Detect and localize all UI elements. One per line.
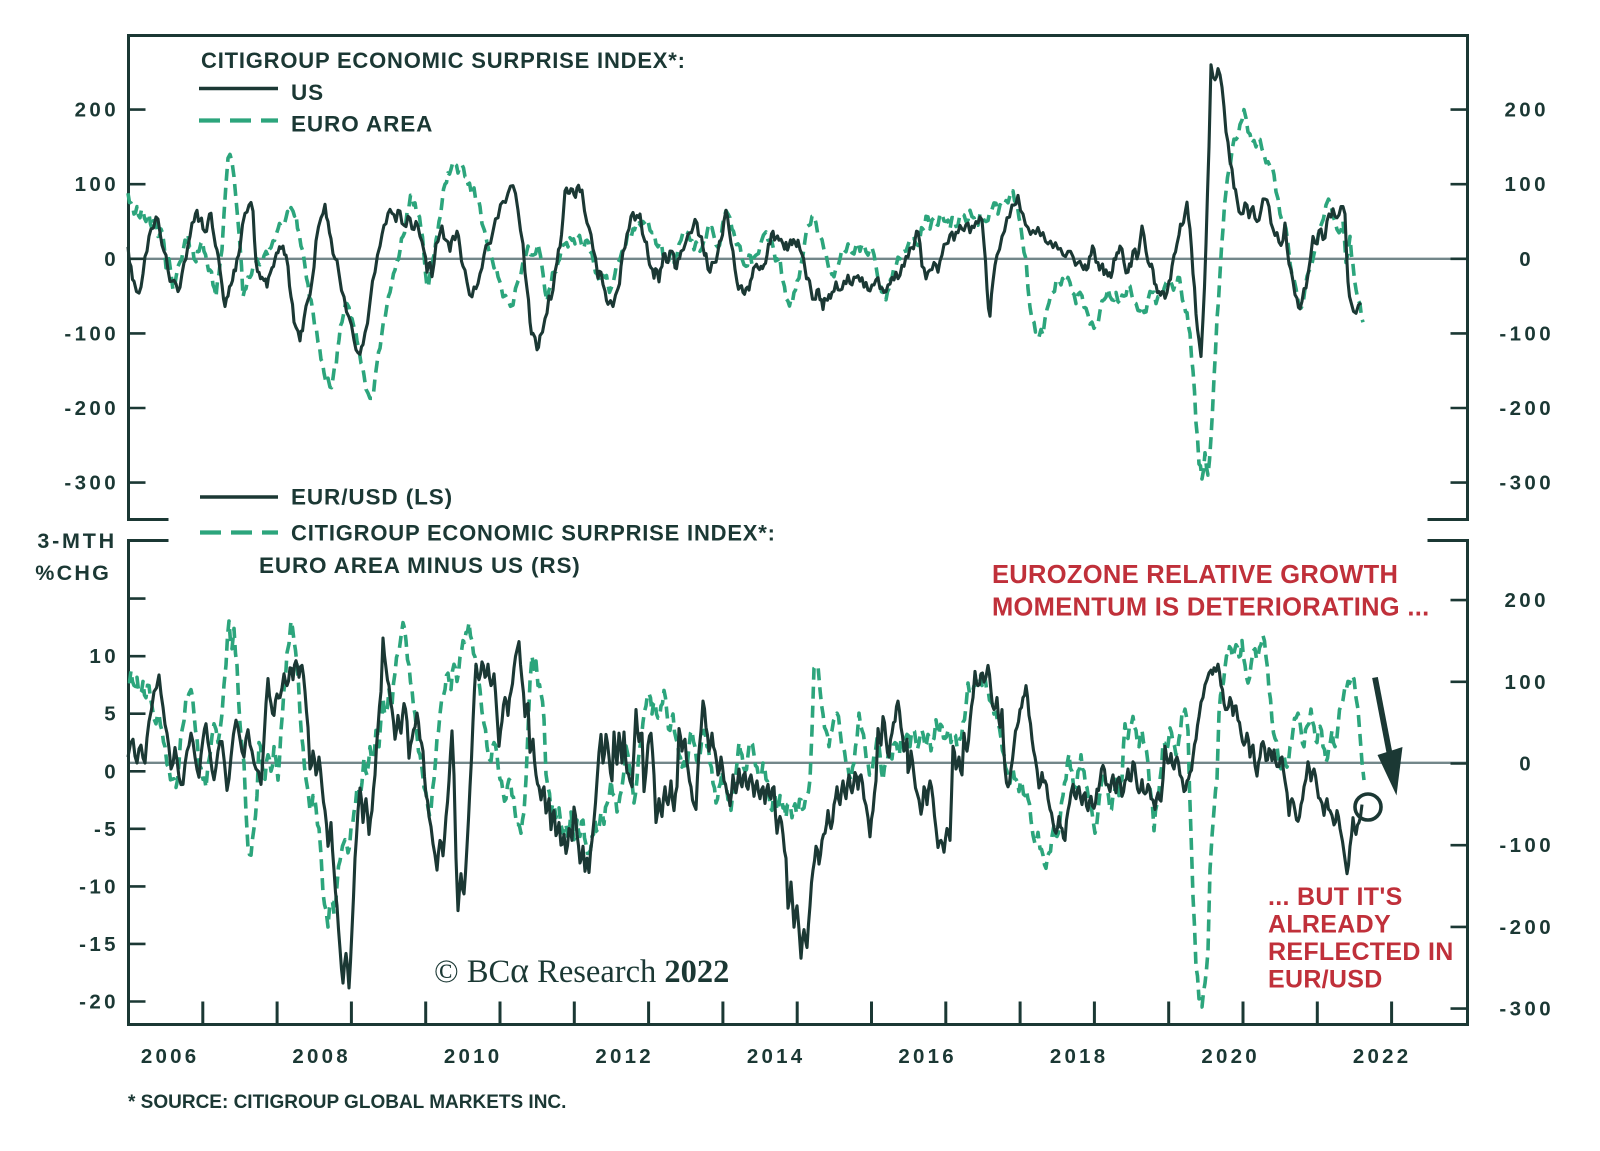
svg-text:2022: 2022 [1353, 1045, 1411, 1068]
svg-text:EURO AREA MINUS US (RS): EURO AREA MINUS US (RS) [259, 553, 581, 578]
svg-text:200: 200 [1504, 589, 1548, 612]
svg-text:100: 100 [75, 173, 119, 196]
svg-text:ALREADY: ALREADY [1268, 911, 1391, 939]
svg-text:CITIGROUP ECONOMIC SURPRISE IN: CITIGROUP ECONOMIC SURPRISE INDEX*: [201, 48, 686, 73]
svg-text:MOMENTUM IS DETERIORATING ...: MOMENTUM IS DETERIORATING ... [992, 594, 1429, 622]
svg-text:200: 200 [75, 99, 119, 122]
svg-text:2018: 2018 [1050, 1045, 1108, 1068]
svg-text:-15: -15 [79, 933, 119, 956]
svg-text:100: 100 [1504, 173, 1548, 196]
svg-text:2016: 2016 [898, 1045, 956, 1068]
svg-text:EUR/USD: EUR/USD [1268, 966, 1383, 994]
svg-text:CITIGROUP ECONOMIC SURPRISE IN: CITIGROUP ECONOMIC SURPRISE INDEX*: [291, 521, 776, 546]
svg-text:2008: 2008 [292, 1045, 350, 1068]
svg-text:2006: 2006 [141, 1045, 199, 1068]
svg-text:3-MTH: 3-MTH [37, 529, 117, 553]
svg-text:-200: -200 [64, 397, 119, 420]
svg-text:200: 200 [1504, 99, 1548, 122]
svg-text:-20: -20 [79, 991, 119, 1014]
svg-text:0: 0 [1519, 248, 1534, 271]
svg-text:2010: 2010 [444, 1045, 502, 1068]
svg-text:EUROZONE RELATIVE GROWTH: EUROZONE RELATIVE GROWTH [992, 561, 1398, 589]
svg-text:EURO AREA: EURO AREA [291, 112, 433, 137]
svg-text:-100: -100 [1499, 322, 1554, 345]
svg-text:EUR/USD (LS): EUR/USD (LS) [291, 485, 453, 510]
svg-text:2014: 2014 [747, 1045, 805, 1068]
svg-text:5: 5 [104, 703, 119, 726]
svg-text:* SOURCE: CITIGROUP GLOBAL MAR: * SOURCE: CITIGROUP GLOBAL MARKETS INC. [128, 1092, 566, 1113]
svg-text:100: 100 [1504, 671, 1548, 694]
svg-text:-300: -300 [64, 472, 119, 495]
svg-text:-5: -5 [94, 818, 119, 841]
svg-text:0: 0 [1519, 753, 1534, 776]
svg-text:... BUT IT'S: ... BUT IT'S [1268, 883, 1403, 911]
svg-text:US: US [291, 80, 324, 105]
svg-text:10: 10 [89, 645, 119, 668]
svg-text:2020: 2020 [1201, 1045, 1259, 1068]
svg-text:-300: -300 [1499, 472, 1554, 495]
svg-text:© BCα Research 2022: © BCα Research 2022 [434, 950, 729, 990]
svg-text:-200: -200 [1499, 916, 1554, 939]
svg-text:0: 0 [104, 760, 119, 783]
svg-text:%CHG: %CHG [35, 561, 111, 585]
svg-text:REFLECTED IN: REFLECTED IN [1268, 938, 1454, 966]
svg-text:-200: -200 [1499, 397, 1554, 420]
svg-text:-300: -300 [1499, 998, 1554, 1021]
svg-text:2012: 2012 [595, 1045, 653, 1068]
svg-text:-100: -100 [64, 322, 119, 345]
svg-text:-10: -10 [79, 875, 119, 898]
svg-text:-100: -100 [1499, 834, 1554, 857]
svg-text:0: 0 [104, 248, 119, 271]
